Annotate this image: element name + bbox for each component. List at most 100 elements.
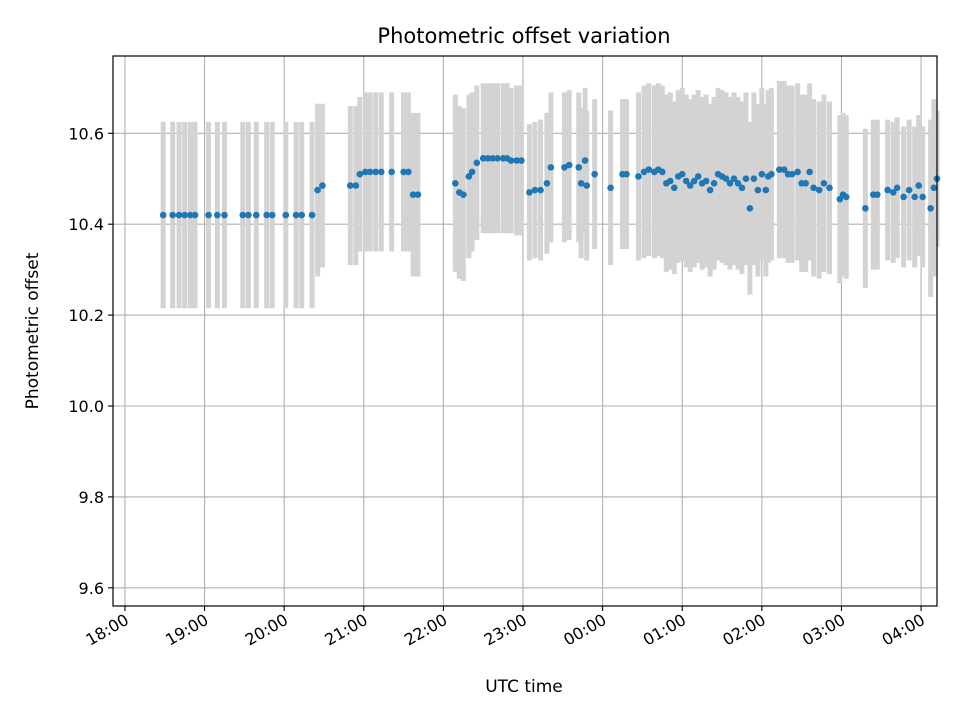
data-point: [473, 159, 481, 167]
data-point: [670, 184, 678, 192]
data-point: [889, 189, 897, 196]
data-point: [645, 166, 653, 173]
data-point: [577, 179, 585, 187]
data-point: [842, 193, 850, 201]
y-tick-label: 10.6: [68, 124, 104, 143]
data-point: [191, 211, 199, 219]
data-point: [405, 168, 412, 176]
data-point: [678, 170, 686, 178]
data-point: [468, 168, 476, 176]
data-point: [780, 166, 788, 173]
data-point: [518, 157, 525, 164]
data-point: [575, 164, 583, 171]
data-point: [607, 184, 614, 192]
data-point: [893, 184, 901, 192]
y-tick-label: 10.4: [68, 215, 104, 234]
data-point: [159, 211, 167, 219]
data-point: [754, 186, 762, 194]
data-point: [377, 168, 385, 176]
data-point: [927, 204, 934, 212]
data-point: [762, 186, 770, 194]
data-point: [409, 191, 417, 198]
data-point: [911, 193, 919, 201]
data-point: [666, 177, 674, 185]
data-point: [794, 168, 801, 176]
data-point: [452, 179, 459, 187]
data-point: [169, 211, 177, 219]
data-point: [282, 211, 290, 219]
data-point: [245, 211, 252, 219]
data-point: [581, 157, 589, 164]
data-point: [905, 186, 913, 194]
data-point: [414, 191, 422, 198]
data-point: [205, 211, 212, 219]
data-point: [591, 170, 598, 178]
y-tick-label: 9.8: [79, 488, 104, 507]
data-point: [815, 186, 823, 194]
data-point: [175, 211, 183, 219]
data-point: [810, 184, 817, 192]
y-tick-label: 9.6: [79, 579, 104, 598]
data-point: [726, 179, 734, 187]
data-point: [706, 186, 714, 194]
data-point: [734, 179, 742, 187]
data-point: [400, 168, 407, 176]
data-point: [742, 175, 750, 183]
data-point: [930, 184, 938, 192]
plot-area-frame: [112, 55, 938, 607]
data-point: [583, 182, 591, 189]
data-point: [722, 175, 730, 183]
data-point: [730, 175, 738, 183]
data-point: [768, 170, 775, 178]
data-point: [239, 211, 247, 219]
data-point: [694, 173, 702, 180]
data-point: [826, 184, 833, 192]
data-point: [388, 168, 395, 176]
data-point: [543, 179, 551, 187]
data-point: [298, 211, 305, 219]
data-point: [802, 179, 809, 187]
data-point: [884, 186, 891, 194]
data-point: [565, 161, 573, 169]
y-tick-label: 10.2: [68, 306, 104, 325]
data-point: [526, 189, 533, 196]
x-axis-title: UTC time: [485, 677, 563, 697]
data-point: [873, 191, 881, 198]
data-point: [314, 186, 321, 194]
data-point: [346, 182, 354, 189]
data-point: [484, 154, 492, 162]
data-point: [635, 173, 642, 180]
data-point: [776, 166, 783, 173]
data-point: [459, 191, 467, 198]
data-point: [537, 186, 544, 194]
data-point: [862, 204, 869, 212]
data-point: [352, 182, 360, 189]
data-point: [221, 211, 228, 219]
data-point: [362, 168, 369, 176]
data-point: [253, 211, 260, 219]
data-point: [366, 168, 374, 176]
data-point: [489, 154, 497, 162]
data-point: [900, 193, 907, 201]
data-point: [746, 204, 754, 212]
data-point: [507, 157, 515, 164]
data-point: [806, 168, 813, 176]
data-point: [788, 170, 796, 178]
data-point: [690, 177, 698, 185]
y-tick-label: 10.0: [68, 397, 104, 416]
data-point: [659, 168, 666, 176]
data-point: [915, 182, 922, 189]
data-point: [494, 154, 501, 162]
data-point: [686, 182, 694, 189]
data-point: [268, 211, 276, 219]
data-point: [372, 168, 380, 176]
data-point: [292, 211, 300, 219]
data-point: [820, 179, 828, 187]
data-point: [710, 179, 718, 187]
data-point: [319, 182, 326, 189]
data-point: [682, 177, 690, 185]
data-point: [308, 211, 316, 219]
data-point: [263, 211, 270, 219]
y-axis-title: Photometric offset: [23, 252, 43, 409]
